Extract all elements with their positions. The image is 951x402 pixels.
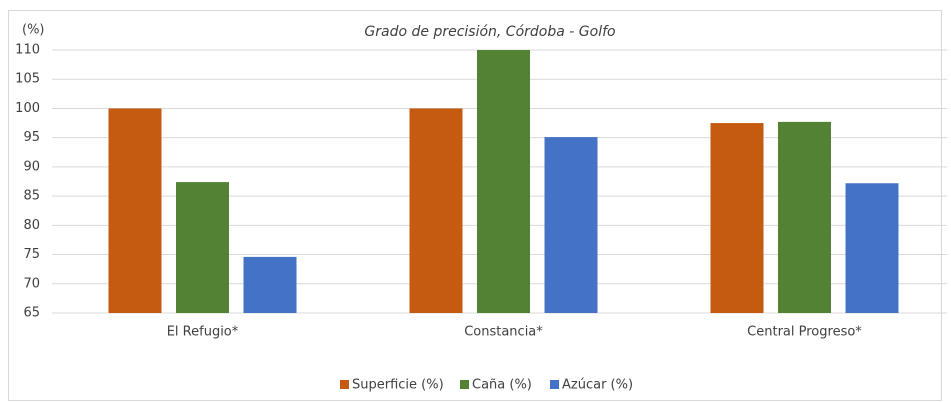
legend-swatch: [550, 380, 559, 389]
bar: [544, 137, 598, 313]
chart-title: Grado de precisión, Córdoba - Golfo: [364, 24, 615, 40]
y-tick-label: 110: [15, 43, 40, 58]
bar: [409, 108, 463, 313]
y-tick-label: 100: [15, 101, 40, 116]
legend-label: Caña (%): [472, 378, 532, 393]
legend-swatch: [460, 380, 469, 389]
y-tick-label: 70: [23, 276, 40, 291]
bar: [710, 123, 764, 313]
bar: [243, 256, 297, 313]
bar: [477, 50, 530, 313]
legend-swatch: [340, 380, 349, 389]
y-tick-label: 95: [23, 130, 40, 145]
y-tick-label: 75: [23, 247, 40, 262]
x-tick-label: El Refugio*: [167, 325, 239, 340]
y-tick-label: 65: [23, 306, 40, 321]
bar: [778, 121, 831, 314]
legend-label: Azúcar (%): [562, 378, 633, 393]
legend-label: Superficie (%): [352, 378, 444, 393]
bar: [108, 108, 162, 313]
y-axis-label: (%): [22, 23, 45, 38]
y-tick-label: 85: [23, 189, 40, 204]
x-tick-label: Central Progreso*: [747, 325, 862, 340]
y-tick-label: 90: [23, 159, 40, 174]
bar: [176, 182, 229, 313]
x-tick-label: Constancia*: [464, 325, 543, 340]
y-tick-label: 80: [23, 218, 40, 233]
chart-border: [8, 10, 942, 401]
y-tick-label: 105: [15, 72, 40, 87]
bar: [845, 183, 899, 313]
